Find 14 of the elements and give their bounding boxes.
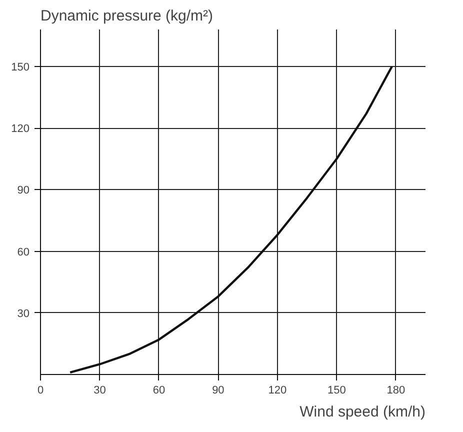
y-tick-label: 150 [11,61,30,74]
x-tick-label: 90 [212,384,224,396]
x-tick-label: 150 [327,384,346,396]
y-tick-label: 90 [17,184,30,197]
y-tick-label: 120 [11,123,30,136]
y-tick-label: 60 [17,246,30,258]
x-tick-label: 60 [152,384,166,396]
x-tick-label: 0 [37,384,44,396]
y-tick-label: 30 [17,308,30,320]
y-axis-title: Dynamic pressure (kg/m²) [40,8,214,24]
x-tick-label: 120 [268,384,287,396]
x-tick-label: 30 [94,384,106,396]
x-tick-label: 180 [386,384,406,396]
x-axis-title: Wind speed (km/h) [300,404,426,420]
